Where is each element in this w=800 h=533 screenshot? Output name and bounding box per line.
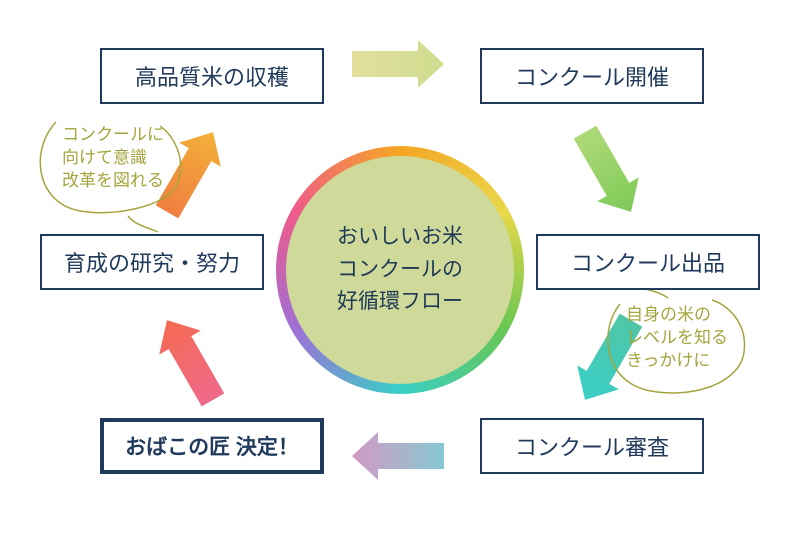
annotation-a1: コンクールに向けて意識改革を図れる xyxy=(62,124,164,193)
flow-node-n2: コンクール出品 xyxy=(536,234,760,290)
center-title-line: 好循環フロー xyxy=(337,286,463,319)
annotation-line: 改革を図れる xyxy=(62,170,164,193)
flow-arrow xyxy=(352,40,444,88)
center-circle: おいしいお米コンクールの好循環フロー xyxy=(276,146,524,394)
flow-node-label: 育成の研究・努力 xyxy=(64,246,240,278)
flow-node-label: おばこの匠 決定！ xyxy=(125,431,299,461)
flow-diagram: おいしいお米コンクールの好循環フロー 高品質米の収穫 コンクール開催コンクール出品… xyxy=(0,0,800,533)
annotation-line: きっかけに xyxy=(626,350,728,373)
flow-arrow xyxy=(564,120,652,224)
annotation-a2: 自身の米のレベルを知るきっかけに xyxy=(626,304,728,373)
center-title-line: おいしいお米 xyxy=(337,221,463,254)
annotation-bubble-tail xyxy=(128,216,158,232)
annotation-line: 向けて意識 xyxy=(62,147,164,170)
flow-node-label: コンクール開催 xyxy=(515,60,669,92)
center-title-line: コンクールの xyxy=(337,254,463,287)
annotation-line: レベルを知る xyxy=(626,327,728,350)
center-title: おいしいお米コンクールの好循環フロー xyxy=(286,156,514,384)
flow-node-label: コンクール出品 xyxy=(571,246,725,278)
flow-node-n1: コンクール開催 xyxy=(480,48,704,104)
flow-node-n3: コンクール審査 xyxy=(480,418,704,474)
flow-arrow xyxy=(146,308,234,412)
annotation-line: 自身の米の xyxy=(626,304,728,327)
annotation-line: コンクールに xyxy=(62,124,164,147)
flow-node-label: 高品質米の収穫 xyxy=(135,60,289,92)
flow-node-n0: 高品質米の収穫 xyxy=(100,48,324,104)
flow-node-n4: おばこの匠 決定！ xyxy=(100,418,324,474)
flow-arrow xyxy=(352,432,444,480)
flow-node-label: コンクール審査 xyxy=(515,430,669,462)
flow-node-n5: 育成の研究・努力 xyxy=(40,234,264,290)
